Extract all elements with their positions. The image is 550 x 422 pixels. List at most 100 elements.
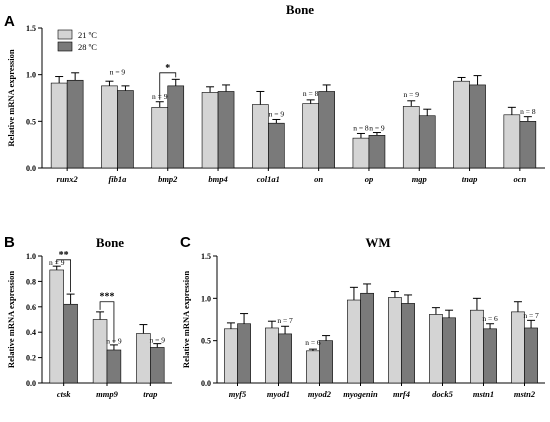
panel-b-label: B [4, 234, 15, 251]
sample-size-annotation: n = 8 [520, 107, 536, 116]
y-tick-label: 0.0 [201, 379, 211, 388]
x-tick-label-mmp9: mmp9 [96, 389, 118, 399]
legend-swatch-21c [57, 29, 73, 40]
bar-bmp4-28c [217, 91, 235, 169]
sample-size-annotation: n = 9 [404, 90, 420, 99]
bar-myod2-28c [319, 340, 333, 384]
x-tick-label-bmp2: bmp2 [158, 174, 178, 184]
bar-myod1-28c [278, 333, 292, 384]
x-tick-label-mstn1: mstn1 [473, 389, 494, 399]
bar-mrf4-21c [388, 297, 402, 384]
bar-myod2-21c [306, 350, 320, 384]
bar-ctsk-21c [49, 269, 64, 384]
panel-c-label: C [180, 234, 191, 251]
bar-col1a1-21c [252, 104, 269, 169]
legend-label: 21 ºC [78, 30, 97, 40]
panel-a-label: A [4, 13, 15, 30]
bar-myogenin-28c [360, 292, 374, 384]
sample-size-annotation: n = 7 [523, 311, 539, 320]
bar-bmp4-21c [201, 92, 219, 169]
bar-mgp-28c [418, 115, 436, 169]
sample-size-annotation: n = 6 [482, 314, 498, 323]
bar-mmp9-21c [92, 319, 108, 384]
y-axis-label: Relative mRNA expression [6, 271, 16, 368]
sample-size-annotation: n = 8 [353, 124, 369, 133]
bar-runx2-21c [50, 82, 68, 169]
y-tick-label: 1.5 [201, 252, 211, 261]
significance-bracket [56, 259, 71, 293]
bar-fib1a-28c [117, 90, 134, 169]
sample-size-annotation: n = 8 [303, 89, 319, 98]
x-tick-label-runx2: runx2 [57, 174, 79, 184]
bar-dock5-28c [442, 317, 456, 384]
x-tick-label-mgp: mgp [412, 174, 427, 184]
bar-op-28c [368, 135, 386, 169]
x-tick-label-myod1: myod1 [267, 389, 290, 399]
x-tick-label-fib1a: fib1a [108, 174, 127, 184]
charts: Bone Relative mRNA expression 0.0 0.5 1.0 1.5… [6, 2, 545, 399]
x-tick-label-mstn2: mstn2 [514, 389, 536, 399]
y-axis-label: Relative mRNA expression [181, 271, 191, 368]
x-tick-label-myod2: myod2 [308, 389, 332, 399]
y-tick-label: 0.4 [26, 328, 36, 337]
y-tick-label: 0.0 [26, 164, 36, 173]
sample-size-annotation: n = 9 [150, 335, 166, 344]
bar-myf5-21c [224, 328, 238, 384]
bar-myf5-28c [237, 323, 251, 384]
bar-ctsk-28c [63, 303, 78, 384]
bar-fib1a-21c [101, 85, 118, 169]
significance-marker: ** [59, 250, 69, 261]
y-tick-label: 0.6 [26, 303, 36, 312]
x-tick-label-myogenin: myogenin [343, 389, 378, 399]
y-tick-label: 1.5 [26, 24, 36, 33]
chart-panel-a: Bone Relative mRNA expression 0.0 0.5 1.0 1.5… [6, 2, 545, 184]
y-tick-label: 1.0 [201, 294, 211, 303]
y-tick-label: 1.0 [26, 71, 36, 80]
sample-size-annotation: n = 7 [277, 316, 293, 325]
chart-panel-c: WM Relative mRNA expression 0.0 0.5 1.0 1.5 my… [181, 235, 545, 399]
bar-ocn-28c [519, 121, 537, 169]
bar-on-28c [318, 91, 335, 169]
bar-op-21c [352, 137, 370, 169]
x-tick-label-ocn: ocn [513, 174, 526, 184]
significance-marker: *** [100, 292, 115, 303]
legend-label: 28 ºC [78, 42, 97, 52]
bar-trap-21c [136, 333, 151, 384]
bar-on-21c [302, 103, 319, 169]
bar-mstn1-28c [483, 328, 497, 384]
x-tick-label-op: op [365, 174, 374, 184]
chart-panel-b: Bone Relative mRNA expression 0.0 0.2 0.4 0.6… [6, 235, 172, 399]
bar-col1a1-28c [268, 122, 285, 169]
x-tick-label-col1a1: col1a1 [257, 174, 280, 184]
chart-title: Bone [96, 235, 124, 250]
bar-myogenin-21c [347, 299, 361, 384]
significance-marker: * [165, 63, 170, 74]
x-tick-label-on: on [314, 174, 323, 184]
bar-bmp2-21c [151, 107, 169, 169]
chart-title: WM [365, 235, 390, 250]
bar-mgp-21c [402, 106, 420, 169]
x-tick-label-tnap: tnap [462, 174, 478, 184]
bar-runx2-28c [66, 79, 84, 169]
sample-size-annotation: n = 9 [110, 68, 126, 77]
x-tick-label-bmp4: bmp4 [208, 174, 227, 184]
y-tick-label: 0.0 [26, 379, 36, 388]
bar-mstn2-21c [511, 311, 525, 384]
x-tick-label-ctsk: ctsk [57, 389, 71, 399]
bar-dock5-21c [429, 314, 443, 384]
y-tick-label: 0.5 [201, 337, 211, 346]
chart-title: Bone [286, 2, 314, 17]
y-tick-label: 0.8 [26, 277, 36, 286]
bar-bmp2-28c [167, 85, 185, 169]
y-tick-label: 0.5 [26, 117, 36, 126]
y-tick-label: 1.0 [26, 252, 36, 261]
bar-ocn-21c [503, 114, 521, 169]
significance-bracket [99, 301, 115, 343]
sample-size-annotation: n = 6 [305, 338, 321, 347]
sample-size-annotation: n = 9 [269, 110, 285, 119]
y-axis-label: Relative mRNA expression [6, 49, 16, 146]
bar-mrf4-28c [401, 303, 415, 384]
x-tick-label-myf5: myf5 [229, 389, 247, 399]
sample-size-annotation: n = 9 [369, 124, 385, 133]
